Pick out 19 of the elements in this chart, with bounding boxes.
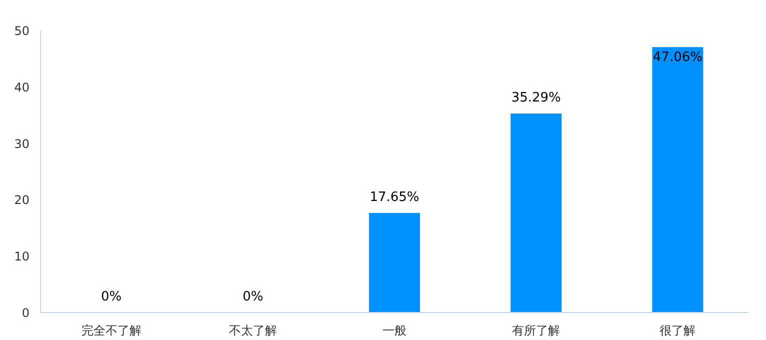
y-tick-label: 40 bbox=[14, 80, 30, 94]
data-label: 0% bbox=[242, 290, 264, 304]
y-tick-label: 10 bbox=[14, 250, 30, 264]
x-tick-label: 完全不了解 bbox=[81, 324, 142, 338]
x-tick-label: 不太了解 bbox=[228, 324, 277, 338]
bar bbox=[369, 212, 420, 312]
y-tick-label: 30 bbox=[14, 136, 30, 151]
y-tick-label: 20 bbox=[14, 193, 30, 208]
x-tick-label: 有所了解 bbox=[512, 324, 560, 338]
x-tick-label: 很了解 bbox=[660, 324, 696, 338]
bar bbox=[652, 47, 704, 312]
x-tick-label: 一般 bbox=[382, 324, 406, 338]
data-label: 17.65% bbox=[370, 190, 420, 205]
data-label: 35.29% bbox=[511, 90, 561, 106]
y-tick-label: 50 bbox=[14, 24, 30, 38]
data-label: 0% bbox=[100, 290, 122, 304]
data-label: 47.06% bbox=[652, 50, 702, 66]
bar bbox=[510, 113, 562, 312]
y-tick-label: 0 bbox=[22, 306, 30, 320]
